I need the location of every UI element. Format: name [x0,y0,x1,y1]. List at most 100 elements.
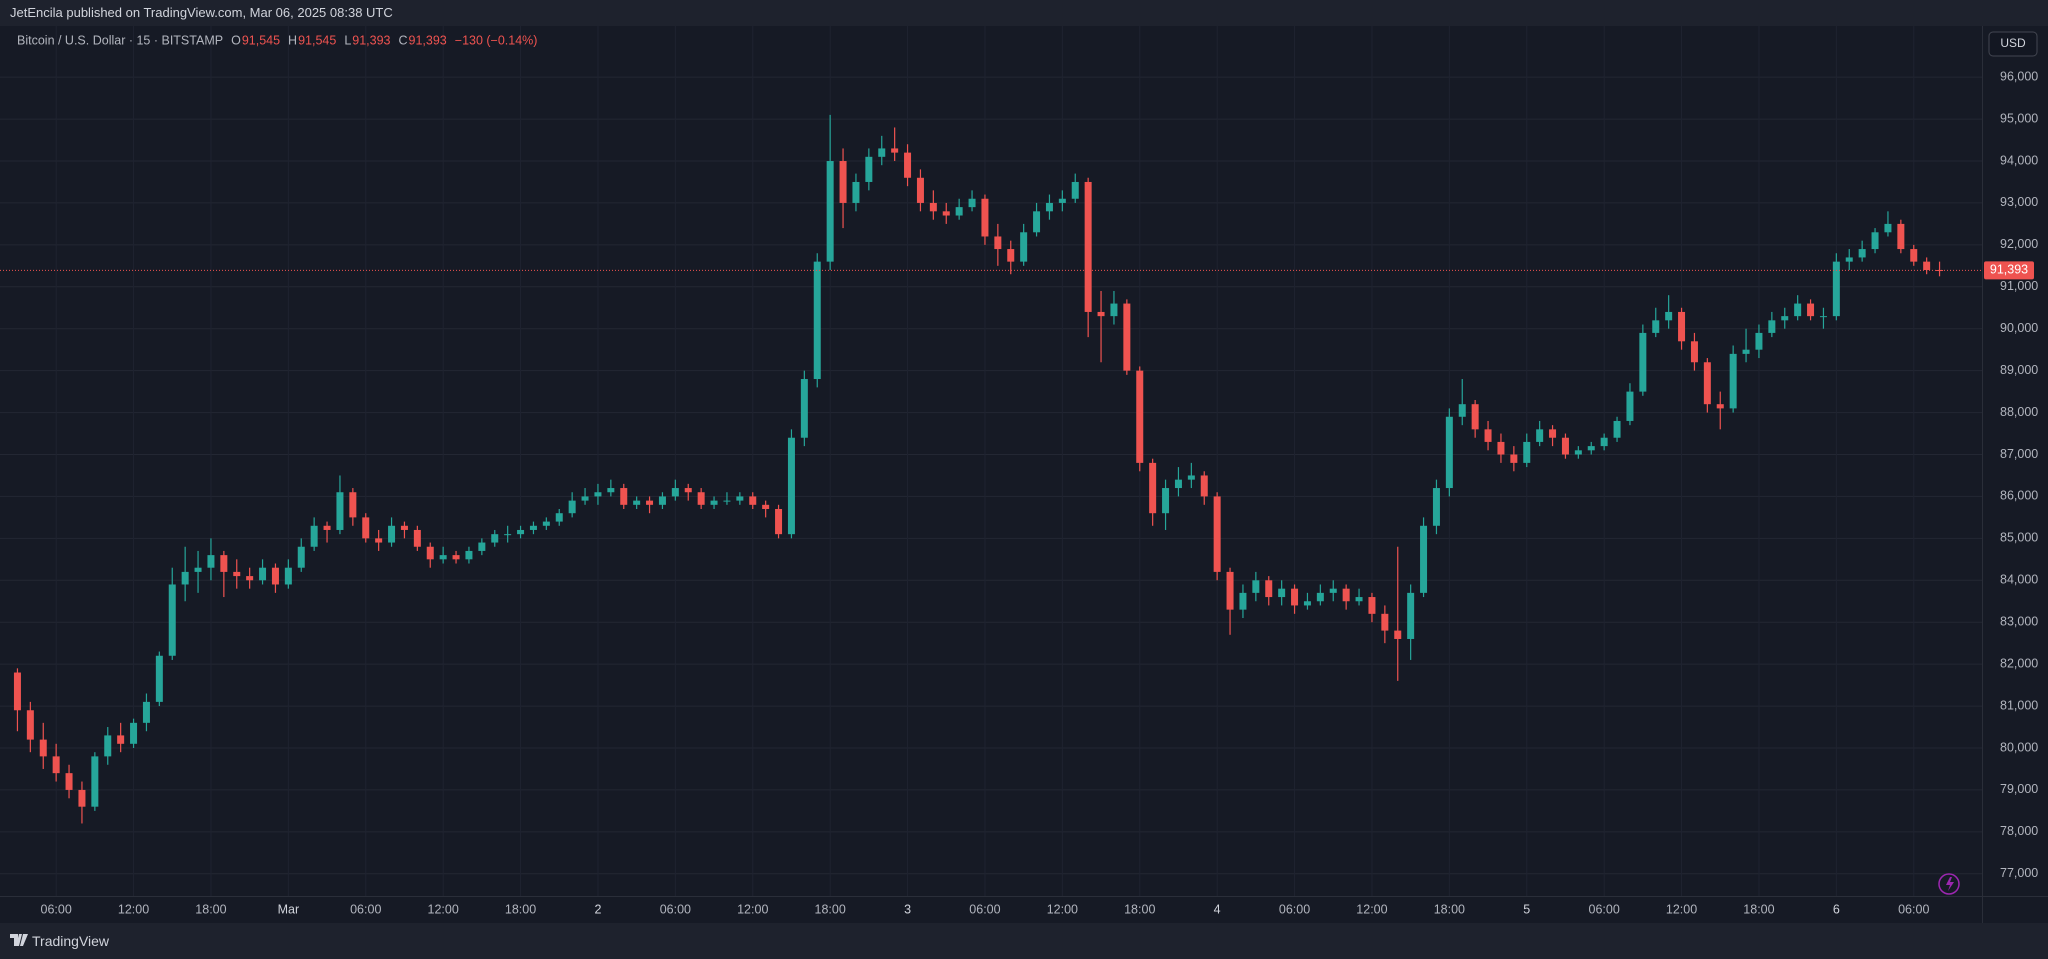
candle-body [1239,592,1247,610]
ohlc-value: 91,393 [409,33,447,47]
candle-body [878,148,886,157]
candle-body [1484,429,1492,442]
candle-body [736,496,744,501]
candle-body [787,437,795,535]
candle-body [1368,597,1376,614]
ohlc-key: O [231,33,241,47]
candle-body [1278,588,1286,598]
candle-body [1574,450,1582,455]
x-tick-label: 6 [1833,902,1840,916]
candle-body [1303,601,1311,606]
x-tick-label: 18:00 [1124,902,1155,916]
candle-body [1162,488,1170,514]
candle-body [336,492,344,530]
candle-body [942,211,950,216]
candle-body [233,571,241,577]
currency-label[interactable]: USD [2000,36,2026,50]
candle-body [1871,232,1879,250]
candle-body [1923,261,1931,271]
candle-body [1510,454,1518,463]
x-tick-label: 06:00 [350,902,381,916]
y-tick-label: 86,000 [2000,489,2038,503]
x-tick-label: 12:00 [1356,902,1387,916]
currency-button[interactable] [1988,31,2038,57]
chart: 91,393 Bitcoin / U.S. Dollar · 15 · BITS… [0,26,2048,923]
candle-body [1523,441,1531,463]
x-tick-label: 06:00 [969,902,1000,916]
candle-body [916,177,924,203]
candle-body [130,722,138,744]
candle-body [1884,223,1892,233]
candle-body [697,492,705,505]
candle-body [271,567,279,585]
x-tick-label: 18:00 [1434,902,1465,916]
candle-body [1626,391,1634,421]
symbol: Bitcoin / U.S. Dollar · 15 · BITSTAMP [17,33,223,47]
candle-body [465,550,473,560]
candle-body [542,521,550,526]
candle-body [1755,332,1763,350]
candle-body [1071,181,1079,199]
y-tick-label: 81,000 [2000,698,2038,712]
x-tick-label: 12:00 [428,902,459,916]
candle-body [207,555,215,568]
ohlc-key: H [288,33,297,47]
candle-body [762,504,770,510]
x-tick-label: 18:00 [815,902,846,916]
candle-body [323,525,331,530]
candle-body [1639,332,1647,392]
x-tick-label: 12:00 [118,902,149,916]
last-price-box [1984,261,2034,280]
candle-body [13,672,21,711]
candle-body [852,181,860,203]
candle-body [104,735,112,757]
candle-body [749,496,757,505]
candle-body [968,198,976,208]
y-tick-label: 79,000 [2000,782,2038,796]
grid [0,26,1982,896]
x-tick-label: 18:00 [195,902,226,916]
candle-body [284,567,292,585]
logo-mark [10,934,28,946]
candle-body [349,492,357,518]
candle-body [813,261,821,380]
x-tick-label: 12:00 [1047,902,1078,916]
candle-body [517,529,525,535]
y-tick-label: 90,000 [2000,321,2038,335]
candle-body [1316,592,1324,602]
candle-body [1910,249,1918,262]
candle-body [491,534,499,543]
candle-body [1897,223,1905,250]
candle-body [1549,429,1557,438]
candle-body [375,538,383,543]
change: −130 (−0.14%) [455,33,538,47]
y-tick-label: 77,000 [2000,866,2038,880]
candle-body [981,198,989,237]
candle-body [1045,202,1053,212]
candle-body [1200,475,1208,497]
candle-body [1742,349,1750,354]
candle-body [65,773,73,790]
candle-body [826,161,834,262]
candle-body [439,555,447,560]
candle-body [1407,592,1415,639]
candle-body [478,542,486,551]
y-tick-label: 91,000 [2000,279,2038,293]
candle-body [1845,257,1853,262]
candle-body [1600,437,1608,447]
candle-body [259,567,267,581]
y-tick-label: 84,000 [2000,573,2038,587]
candle-body [1355,597,1363,602]
assistant-icon[interactable] [1938,873,1960,895]
candle-body [142,701,150,723]
candle-body [929,202,937,212]
candle-body [891,148,899,153]
chart-background [0,26,2048,923]
x-tick-label: 06:00 [1898,902,1929,916]
candle-body [1265,580,1273,598]
candle-body [1420,525,1428,593]
y-tick-label: 87,000 [2000,447,2038,461]
y-tick-label: 92,000 [2000,237,2038,251]
candle-body [1652,320,1660,333]
